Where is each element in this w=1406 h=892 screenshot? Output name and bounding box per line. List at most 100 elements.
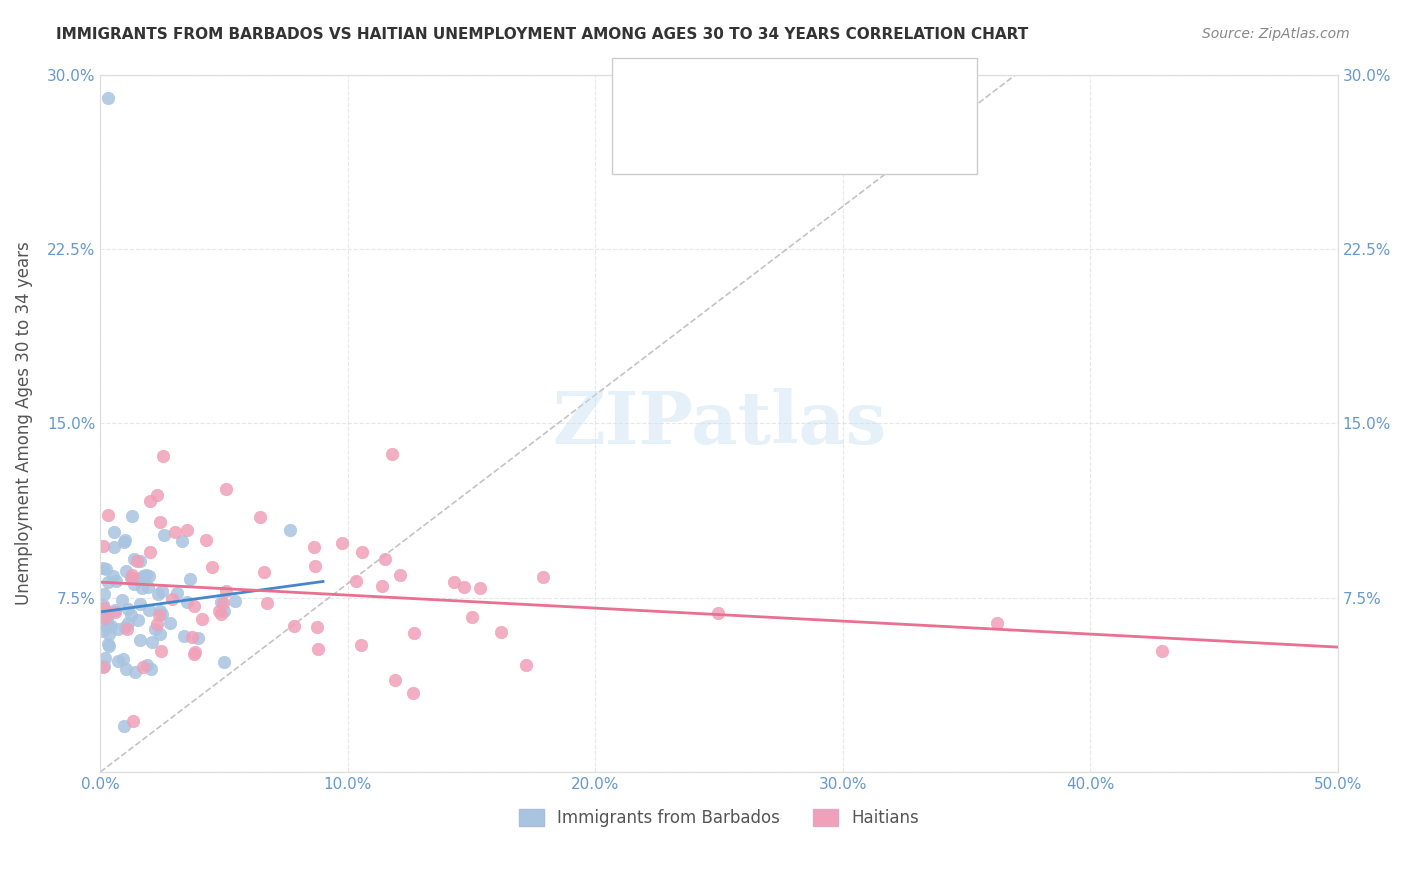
Point xyxy=(179,572,201,586)
Y-axis label: Unemployment Among Ages 30 to 34 years: Unemployment Among Ages 30 to 34 years xyxy=(15,242,32,605)
Point xyxy=(349,638,371,652)
Point xyxy=(128,597,150,611)
Point xyxy=(152,528,174,542)
Point xyxy=(330,536,353,550)
Point xyxy=(93,586,115,600)
Point xyxy=(96,562,118,576)
Point xyxy=(128,553,150,567)
Point xyxy=(97,618,120,632)
Point xyxy=(122,552,145,566)
Point xyxy=(489,624,512,639)
Point xyxy=(373,552,395,566)
Point xyxy=(214,583,236,598)
Point xyxy=(1152,644,1174,658)
Point xyxy=(91,660,114,674)
Point xyxy=(986,616,1008,631)
Point xyxy=(515,658,537,673)
Point xyxy=(91,561,114,575)
Point xyxy=(381,446,404,460)
Point xyxy=(212,656,235,670)
Point xyxy=(120,571,142,585)
Point xyxy=(104,603,127,617)
Point xyxy=(224,594,246,608)
Point xyxy=(103,606,125,620)
Point xyxy=(183,599,205,614)
Point xyxy=(162,591,184,606)
Point xyxy=(706,606,728,620)
Point xyxy=(152,449,174,463)
Point xyxy=(149,644,172,658)
Point xyxy=(143,622,166,636)
Point xyxy=(283,619,305,633)
Legend: Immigrants from Barbados, Haitians: Immigrants from Barbados, Haitians xyxy=(512,802,927,833)
Point xyxy=(470,581,492,595)
Point xyxy=(111,593,134,607)
Text: Source: ZipAtlas.com: Source: ZipAtlas.com xyxy=(1202,27,1350,41)
Point xyxy=(159,616,181,631)
Point xyxy=(149,515,172,529)
Point xyxy=(302,540,325,554)
Point xyxy=(304,558,326,573)
Point xyxy=(350,545,373,559)
Point xyxy=(208,604,231,618)
Point xyxy=(402,626,425,640)
Point xyxy=(148,587,170,601)
Point xyxy=(388,568,411,582)
Point xyxy=(121,567,143,582)
Point xyxy=(138,603,160,617)
Point xyxy=(103,569,125,583)
Point xyxy=(124,665,146,679)
Point xyxy=(98,626,121,640)
Point xyxy=(256,596,278,610)
Point xyxy=(121,509,143,524)
Point xyxy=(402,686,425,700)
Point xyxy=(117,601,139,615)
Point xyxy=(117,622,139,636)
Text: IMMIGRANTS FROM BARBADOS VS HAITIAN UNEMPLOYMENT AMONG AGES 30 TO 34 YEARS CORRE: IMMIGRANTS FROM BARBADOS VS HAITIAN UNEM… xyxy=(56,27,1029,42)
Point xyxy=(122,576,145,591)
Point xyxy=(215,482,238,496)
Point xyxy=(96,575,118,590)
Point xyxy=(212,596,235,610)
Point xyxy=(107,622,129,636)
Point xyxy=(136,658,159,673)
Point xyxy=(176,523,198,537)
Point xyxy=(201,560,224,574)
Point xyxy=(114,662,136,676)
Point xyxy=(187,631,209,645)
Point xyxy=(150,607,173,621)
Point xyxy=(163,524,186,539)
Point xyxy=(122,714,145,728)
Point xyxy=(112,652,135,666)
Point xyxy=(129,633,152,648)
Text: R = -0.208   N = 64: R = -0.208 N = 64 xyxy=(682,128,845,146)
Point xyxy=(461,610,484,624)
Point xyxy=(148,607,170,622)
Point xyxy=(91,624,114,639)
Point xyxy=(344,574,367,588)
Point xyxy=(170,534,193,549)
Point xyxy=(249,510,271,524)
Point xyxy=(138,569,160,583)
Point xyxy=(97,91,120,105)
Point xyxy=(107,654,129,668)
Point xyxy=(183,647,205,661)
Point xyxy=(307,641,329,656)
Point xyxy=(121,571,143,585)
Point xyxy=(112,534,135,549)
Point xyxy=(131,581,153,595)
Point xyxy=(127,613,149,627)
Point xyxy=(443,574,465,589)
Point xyxy=(531,570,554,584)
Point xyxy=(139,493,162,508)
Point xyxy=(176,595,198,609)
Point xyxy=(105,574,128,588)
Point xyxy=(184,645,207,659)
Point xyxy=(93,658,115,673)
Point xyxy=(114,620,136,634)
Point xyxy=(135,568,157,582)
Point xyxy=(370,579,392,593)
Point xyxy=(114,533,136,547)
Point xyxy=(97,508,120,523)
Point xyxy=(112,718,135,732)
